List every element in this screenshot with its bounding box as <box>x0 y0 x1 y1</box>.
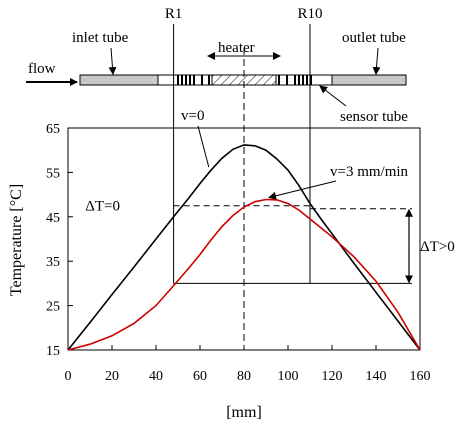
sensor-rings-right <box>278 75 312 85</box>
x-tick-label: 0 <box>65 369 72 384</box>
sensor-tube-label: sensor tube <box>340 109 408 125</box>
heater-label: heater <box>218 40 255 56</box>
inlet-tube-arrow <box>108 47 117 75</box>
y-tick-label: 35 <box>46 255 60 270</box>
annotation-layer: v=0 v=3 mm/min ΔT=0 ΔT>0 <box>85 108 455 284</box>
series-layer <box>67 144 421 351</box>
series-label-arrow <box>268 180 337 200</box>
r-guide-label: R1 <box>165 6 183 22</box>
flow-label: flow <box>28 61 56 77</box>
x-tick-label: 120 <box>322 369 343 384</box>
x-tick-label: 20 <box>105 369 119 384</box>
plot-area: 15 25 35 45 55 65 0 20 40 60 80 100 120 140 160 R1 R10… <box>8 6 455 421</box>
series-line <box>67 198 421 351</box>
dt0-label: ΔT=0 <box>85 199 120 215</box>
series-label: v=3 mm/min <box>330 164 409 180</box>
sensor-tube-arrow <box>319 85 347 107</box>
inlet-tube-label: inlet tube <box>72 30 129 46</box>
x-tick-label: 80 <box>237 369 251 384</box>
y-axis: 15 25 35 45 55 65 <box>46 122 73 359</box>
inlet-tube-body <box>79 74 159 86</box>
outlet-tube-body <box>331 74 407 86</box>
series-label: v=0 <box>181 108 204 124</box>
y-tick-label: 45 <box>46 211 60 226</box>
y-tick-label: 15 <box>46 344 60 359</box>
x-tick-label: 160 <box>410 369 431 384</box>
dt-positive-label: ΔT>0 <box>420 239 455 255</box>
x-tick-label: 140 <box>366 369 387 384</box>
tube-schematic: inlet tube heater outlet tube flow senso… <box>26 30 408 125</box>
x-axis-title: [mm] <box>226 404 262 421</box>
series-label-leader <box>197 125 210 168</box>
sensor-rings-left <box>177 75 210 85</box>
y-tick-label: 65 <box>46 122 60 137</box>
series-line <box>67 144 421 351</box>
y-tick-label: 25 <box>46 300 60 315</box>
outlet-tube-arrow <box>372 47 381 75</box>
r-guide-label: R10 <box>297 6 322 22</box>
x-tick-label: 60 <box>193 369 207 384</box>
x-axis: 0 20 40 60 80 100 120 140 160 <box>65 345 431 384</box>
guide-lines: R1 R10 <box>165 6 412 350</box>
outlet-tube-label: outlet tube <box>342 30 406 46</box>
x-tick-label: 40 <box>149 369 163 384</box>
y-axis-title: Temperature [°C] <box>8 184 25 296</box>
y-tick-label: 55 <box>46 166 60 181</box>
x-tick-label: 100 <box>278 369 299 384</box>
